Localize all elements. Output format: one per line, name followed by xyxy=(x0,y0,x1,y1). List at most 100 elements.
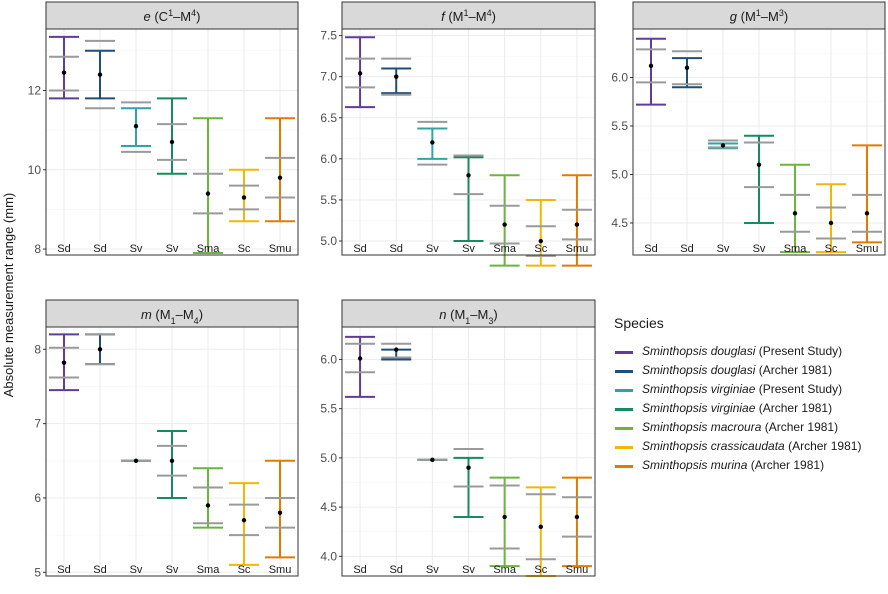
mean-point xyxy=(241,195,247,200)
panel-border xyxy=(45,326,299,577)
errorbar-sc-5 xyxy=(229,482,259,566)
mean-point xyxy=(357,356,363,361)
mean-point xyxy=(430,140,435,145)
x-tick-label: Sc xyxy=(534,243,547,255)
x-tick-label: Sd xyxy=(389,243,402,255)
x-tick-label: Sv xyxy=(717,243,730,255)
x-tick-label: Sd xyxy=(353,564,366,576)
x-tick-label: Sd xyxy=(389,564,402,576)
x-tick-label: Sv xyxy=(753,243,766,255)
x-tick-label: Sd xyxy=(680,243,693,255)
legend-item-douglasi-1: Sminthopsis douglasi (Archer 1981) xyxy=(614,361,884,380)
y-tick-label: 6 xyxy=(34,491,41,505)
y-axis-label: Absolute measurement range (mm) xyxy=(1,193,16,397)
y-tick-label: 5.0 xyxy=(611,167,628,181)
panel-border xyxy=(341,28,596,256)
panel-title: m (M1–M4) xyxy=(141,307,203,326)
x-tick-label: Smu xyxy=(269,243,292,255)
errorbar-sv-3 xyxy=(157,430,187,499)
x-tick-label: Sv xyxy=(166,243,179,255)
panel-strip xyxy=(45,1,299,30)
panel-border xyxy=(45,28,299,256)
y-tick-label: 5 xyxy=(34,565,41,579)
errorbar-sd-1 xyxy=(672,50,702,89)
panel-strip xyxy=(45,299,299,328)
y-tick-label: 5.0 xyxy=(320,451,337,465)
mean-point xyxy=(241,518,247,523)
x-tick-label: Sma xyxy=(784,243,808,255)
panel-border xyxy=(341,326,596,577)
mean-point xyxy=(205,191,211,196)
legend-label: Sminthopsis virginiae (Present Study) xyxy=(642,382,843,396)
mean-point xyxy=(684,65,690,70)
x-tick-label: Sd xyxy=(57,564,70,576)
mean-point xyxy=(864,211,870,216)
x-tick-label: Sv xyxy=(166,564,179,576)
y-tick-label: 5.0 xyxy=(320,234,337,248)
mean-point xyxy=(357,71,363,76)
errorbar-sma-4 xyxy=(193,117,223,255)
errorbar-sv-2 xyxy=(121,101,151,153)
errorbar-sd-0 xyxy=(345,335,376,398)
x-tick-label: Sma xyxy=(197,243,221,255)
errorbar-sma-4 xyxy=(193,467,223,529)
errorbar-smu-6 xyxy=(561,476,592,568)
x-tick-label: Smu xyxy=(566,243,589,255)
x-tick-label: Sc xyxy=(238,564,251,576)
mean-point xyxy=(538,524,543,529)
mean-point xyxy=(502,514,507,520)
errorbar-sd-0 xyxy=(49,35,79,100)
mean-point xyxy=(574,514,580,520)
legend-label: Sminthopsis crassicaudata (Archer 1981) xyxy=(642,439,862,453)
legend-title: Species xyxy=(614,315,664,331)
mean-point xyxy=(133,123,139,129)
errorbar-sc-5 xyxy=(229,168,259,223)
y-tick-label: 7.0 xyxy=(320,70,337,84)
y-tick-label: 4.0 xyxy=(320,549,337,563)
errorbar-sv-2 xyxy=(417,120,448,166)
legend-item-virginiae-3: Sminthopsis virginiae (Archer 1981) xyxy=(614,399,884,418)
panel-border xyxy=(632,28,886,256)
errorbar-sv-3 xyxy=(453,154,484,243)
legend-swatch xyxy=(615,389,633,392)
panel-e: e (C1–M4) 8 10 12 Sd Sd Sv Sv Sma Sc Smu xyxy=(28,1,299,256)
legend-item-murina-6: Sminthopsis murina (Archer 1981) xyxy=(614,456,884,475)
errorbar-sd-0 xyxy=(636,37,666,106)
x-tick-label: Sd xyxy=(57,243,70,255)
x-tick-label: Sv xyxy=(130,243,143,255)
legend-swatch xyxy=(615,446,633,449)
mean-point xyxy=(169,139,175,145)
y-tick-label: 4.5 xyxy=(320,500,337,514)
legend-swatch xyxy=(615,465,633,468)
panel-title: n (M1–M3) xyxy=(439,307,497,326)
legend-item-douglasi-0: Sminthopsis douglasi (Present Study) xyxy=(614,342,884,361)
legend-swatch xyxy=(615,427,633,430)
panel-g: g (M1–M3) 4.5 5.0 5.5 6.0 Sd Sd Sv Sv Sma Sc Smu xyxy=(611,1,886,256)
legend-label: Sminthopsis murina (Archer 1981) xyxy=(642,458,825,472)
panel-strip xyxy=(632,1,886,30)
errorbar-smu-6 xyxy=(852,144,882,244)
panel-n: n (M1–M3) 4.0 4.5 5.0 5.5 6.0 Sd Sd Sv Sv Sma Sc Smu xyxy=(320,299,596,577)
legend-swatch xyxy=(615,351,633,354)
x-tick-label: Sd xyxy=(93,564,106,576)
y-tick-label: 6.0 xyxy=(320,152,337,166)
x-tick-label: Sc xyxy=(825,243,838,255)
x-tick-label: Sc xyxy=(238,243,251,255)
errorbar-sma-4 xyxy=(489,476,520,568)
legend-item-crassicaudata-5: Sminthopsis crassicaudata (Archer 1981) xyxy=(614,437,884,456)
mean-point xyxy=(169,458,175,463)
y-tick-label: 8 xyxy=(34,342,41,356)
mean-point xyxy=(277,175,283,180)
x-tick-label: Sma xyxy=(493,243,517,255)
mean-point xyxy=(97,347,103,352)
errorbar-sd-1 xyxy=(381,342,412,361)
errorbar-sma-4 xyxy=(489,174,520,267)
mean-point xyxy=(205,503,211,508)
errorbar-sd-0 xyxy=(49,333,79,392)
errorbar-smu-6 xyxy=(265,459,295,559)
panel-strip xyxy=(341,1,596,30)
mean-point xyxy=(756,162,762,167)
x-tick-label: Sv xyxy=(462,243,475,255)
mean-point xyxy=(394,74,399,79)
errorbar-sv-2 xyxy=(121,458,151,463)
